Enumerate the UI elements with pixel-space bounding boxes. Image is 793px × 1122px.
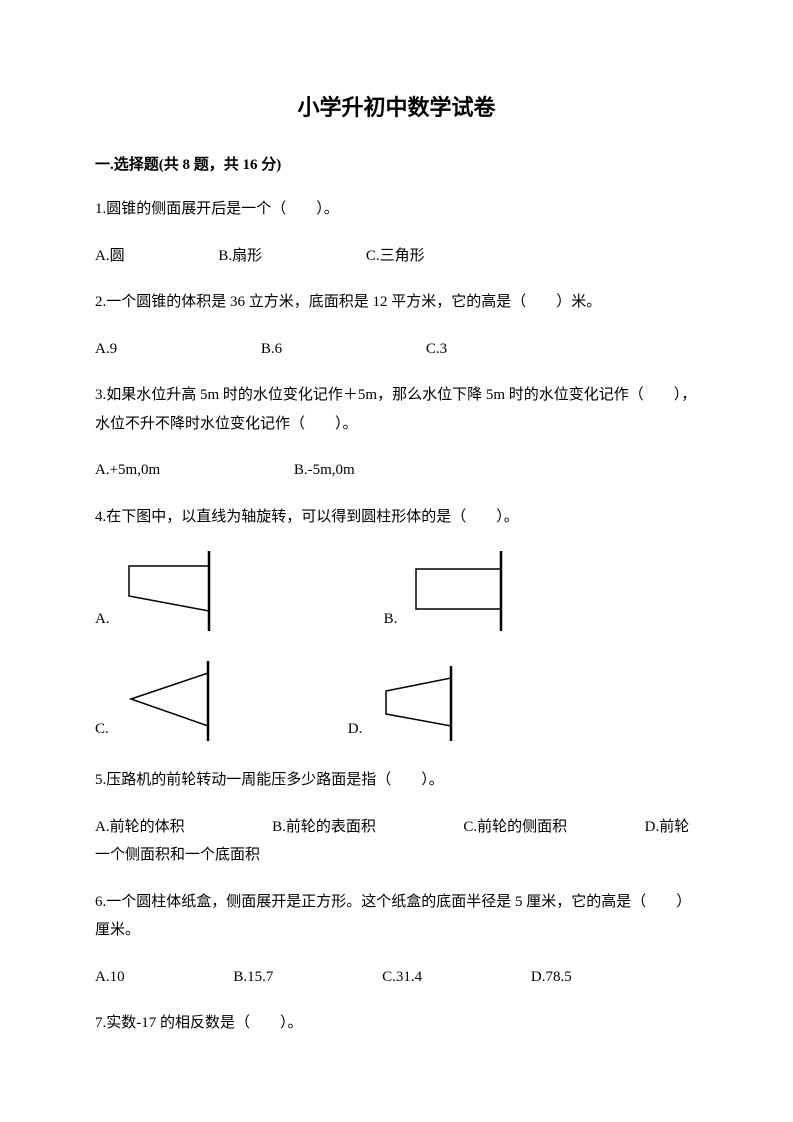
q1-option-a: A.圆 xyxy=(95,242,125,271)
q5-option-d: D.前轮一个侧面积和一个底面积 xyxy=(95,819,689,864)
q5-option-a: A.前轮的体积 xyxy=(95,819,185,835)
q4-shape-a-item: A. xyxy=(95,551,234,631)
q5-option-c: C.前轮的侧面积 xyxy=(463,819,567,835)
q4-shape-d-item: D. xyxy=(348,666,477,741)
q7-text: 7.实数-17 的相反数是（ ）。 xyxy=(95,1009,698,1038)
q4-shapes-row2: C. D. xyxy=(95,661,698,741)
q2-options: A.9 B.6 C.3 xyxy=(95,335,698,364)
q5-options: A.前轮的体积 B.前轮的表面积 C.前轮的侧面积 D.前轮一个侧面积和一个底面… xyxy=(95,813,698,870)
q6-options: A.10 B.15.7 C.31.4 D.78.5 xyxy=(95,963,698,992)
q5-text: 5.压路机的前轮转动一周能压多少路面是指（ ）。 xyxy=(95,766,698,795)
q4-label-a: A. xyxy=(95,607,110,631)
q3-options: A.+5m,0m B.-5m,0m xyxy=(95,456,698,485)
q4-shapes-row1: A. B. xyxy=(95,551,698,631)
q4-label-d: D. xyxy=(348,717,363,741)
q6-option-d: D.78.5 xyxy=(531,963,572,992)
q1-text: 1.圆锥的侧面展开后是一个（ ）。 xyxy=(95,195,698,224)
q3-text: 3.如果水位升高 5m 时的水位变化记作＋5m，那么水位下降 5m 时的水位变化… xyxy=(95,381,698,438)
q6-text: 6.一个圆柱体纸盒，侧面展开是正方形。这个纸盒的底面半径是 5 厘米，它的高是（… xyxy=(95,888,698,945)
q1-option-b: B.扇形 xyxy=(218,242,262,271)
section-header: 一.选择题(共 8 题，共 16 分) xyxy=(95,153,698,177)
q4-label-c: C. xyxy=(95,717,109,741)
q6-option-b: B.15.7 xyxy=(233,963,273,992)
q6-option-a: A.10 xyxy=(95,963,125,992)
q2-text: 2.一个圆锥的体积是 36 立方米，底面积是 12 平方米，它的高是（ ）米。 xyxy=(95,288,698,317)
q2-option-a: A.9 xyxy=(95,335,117,364)
q5-option-b: B.前轮的表面积 xyxy=(272,819,376,835)
q3-option-a: A.+5m,0m xyxy=(95,456,160,485)
q1-option-c: C.三角形 xyxy=(366,242,425,271)
q4-text: 4.在下图中，以直线为轴旋转，可以得到圆柱形体的是（ ）。 xyxy=(95,503,698,532)
q4-shape-d xyxy=(366,666,476,741)
q4-shape-b xyxy=(401,551,531,631)
q6-option-c: C.31.4 xyxy=(382,963,422,992)
q4-label-b: B. xyxy=(384,607,398,631)
exam-title: 小学升初中数学试卷 xyxy=(95,90,698,125)
q4-shape-b-item: B. xyxy=(384,551,532,631)
q3-option-b: B.-5m,0m xyxy=(294,456,355,485)
q4-shape-a xyxy=(114,551,234,631)
q2-option-b: B.6 xyxy=(261,335,282,364)
q4-shape-c-item: C. xyxy=(95,661,233,741)
q1-options: A.圆 B.扇形 C.三角形 xyxy=(95,242,698,271)
q4-shape-c xyxy=(113,661,233,741)
q2-option-c: C.3 xyxy=(426,335,447,364)
